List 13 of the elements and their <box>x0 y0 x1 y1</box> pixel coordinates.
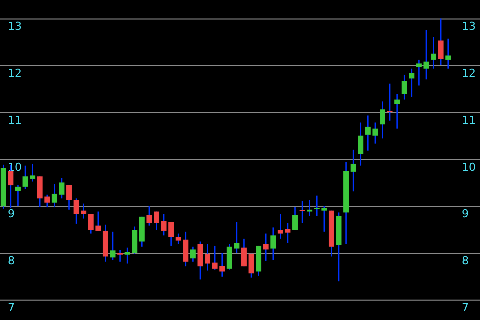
y2-tick-label: 9 <box>462 208 469 221</box>
y2-tick-label: 10 <box>462 160 476 174</box>
y2-tick-label: 12 <box>462 67 476 80</box>
y2-tick-label: 13 <box>462 20 476 34</box>
y-tick-label: 13 <box>8 20 22 34</box>
y-tick-label: 11 <box>8 114 22 127</box>
y-tick-label: 7 <box>8 301 15 314</box>
y2-tick-label: 11 <box>462 114 476 127</box>
y2-tick-label: 7 <box>462 301 469 314</box>
y-tick-label: 9 <box>8 208 15 221</box>
y-tick-label: 8 <box>8 254 15 268</box>
y-tick-label: 12 <box>8 67 22 80</box>
y2-tick-label: 8 <box>462 254 469 268</box>
